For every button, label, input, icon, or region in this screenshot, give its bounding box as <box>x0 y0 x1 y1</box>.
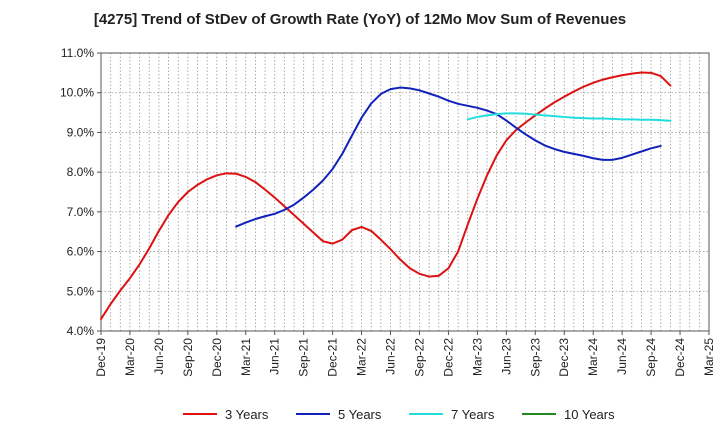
x-tick-label: Dec-22 <box>441 338 455 377</box>
y-tick-label: 10.0% <box>60 86 94 100</box>
grid <box>101 53 709 331</box>
legend-label: 5 Years <box>338 407 382 422</box>
x-tick-label: Mar-25 <box>702 338 716 376</box>
x-tick-label: Sep-24 <box>644 338 658 377</box>
plot-area <box>101 53 709 331</box>
legend-label: 10 Years <box>564 407 615 422</box>
x-tick-label: Dec-19 <box>94 338 108 377</box>
x-tick-label: Dec-21 <box>326 338 340 377</box>
x-axis: Dec-19 Mar-20 Jun-20 Sep-20 Dec-20 Mar-21 Jun-… <box>94 331 716 377</box>
x-tick-label: Dec-20 <box>210 338 224 377</box>
y-axis: 4.0% 5.0% 6.0% 7.0% 8.0% 9.0% 10.0% 11.0% <box>60 46 101 338</box>
x-tick-label: Mar-22 <box>355 338 369 376</box>
series-line-3-years <box>100 71 672 321</box>
x-tick-label: Sep-20 <box>181 338 195 377</box>
x-tick-label: Jun-21 <box>268 338 282 375</box>
x-tick-label: Jun-23 <box>499 338 513 375</box>
x-tick-label: Jun-24 <box>615 338 629 375</box>
x-tick-label: Sep-21 <box>297 338 311 377</box>
y-tick-label: 7.0% <box>67 205 95 219</box>
legend-label: 7 Years <box>451 407 495 422</box>
legend: 3 Years 5 Years 7 Years 10 Years <box>183 407 615 422</box>
x-tick-label: Dec-23 <box>557 338 571 377</box>
y-tick-label: 8.0% <box>67 165 95 179</box>
series-line-7-years <box>466 112 672 122</box>
x-tick-label: Mar-24 <box>586 338 600 376</box>
y-tick-label: 5.0% <box>67 284 95 298</box>
plot-frame <box>100 52 710 332</box>
series-lines <box>100 71 672 321</box>
y-tick-label: 11.0% <box>61 46 94 60</box>
x-tick-label: Jun-20 <box>152 338 166 375</box>
x-tick-label: Sep-23 <box>528 338 542 377</box>
legend-label: 3 Years <box>225 407 269 422</box>
y-tick-label: 6.0% <box>67 245 95 259</box>
x-tick-label: Mar-21 <box>239 338 253 376</box>
y-tick-label: 4.0% <box>67 324 95 338</box>
x-tick-label: Mar-23 <box>470 338 484 376</box>
x-tick-label: Jun-22 <box>384 338 398 375</box>
x-tick-label: Dec-24 <box>673 338 687 377</box>
series-line-5-years <box>235 86 662 228</box>
x-tick-label: Mar-20 <box>123 338 137 376</box>
chart-title: [4275] Trend of StDev of Growth Rate (Yo… <box>94 11 626 28</box>
x-tick-label: Sep-22 <box>412 338 426 377</box>
y-tick-label: 9.0% <box>67 125 95 139</box>
